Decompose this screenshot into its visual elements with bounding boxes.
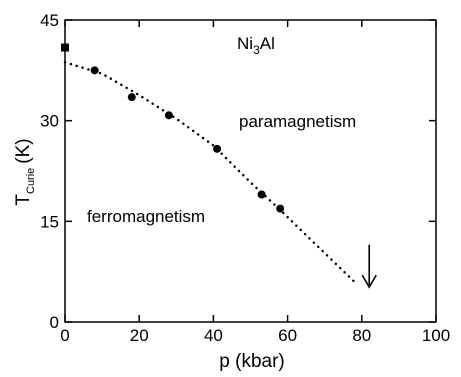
x-axis-title: p (kbar)	[219, 351, 284, 372]
x-tick-label: 20	[130, 326, 149, 345]
data-point	[213, 144, 222, 153]
data-point	[90, 66, 99, 75]
plot-frame	[64, 19, 437, 323]
axis-ticks: 0 20 40 60 80 100 0 15 30 45	[40, 11, 450, 345]
compound-label: Ni3Al	[237, 34, 275, 57]
arrow-head	[361, 274, 377, 289]
y-tick-label: 15	[40, 212, 59, 231]
data-point-square	[61, 43, 69, 52]
y-tick-label: 45	[40, 11, 59, 30]
y-tick-label: 30	[40, 112, 59, 131]
data-point	[164, 111, 173, 120]
x-tick-label: 60	[278, 326, 297, 345]
y-tick-label: 0	[50, 313, 59, 332]
data-point	[276, 204, 285, 213]
fit-curve-layer	[63, 61, 356, 283]
x-tick-label: 80	[352, 326, 371, 345]
pressure-arrow	[361, 244, 377, 289]
x-tick-label: 0	[60, 326, 69, 345]
data-points-layer	[61, 43, 285, 213]
ferromagnetism-label: ferromagnetism	[87, 207, 205, 226]
data-point	[127, 93, 136, 102]
fit-curve	[63, 61, 356, 283]
y-axis-title: TCurie(K)	[13, 138, 37, 205]
data-point	[257, 190, 266, 199]
x-tick-label: 40	[204, 326, 223, 345]
x-tick-label: 100	[422, 326, 450, 345]
paramagnetism-label: paramagnetism	[239, 112, 356, 131]
